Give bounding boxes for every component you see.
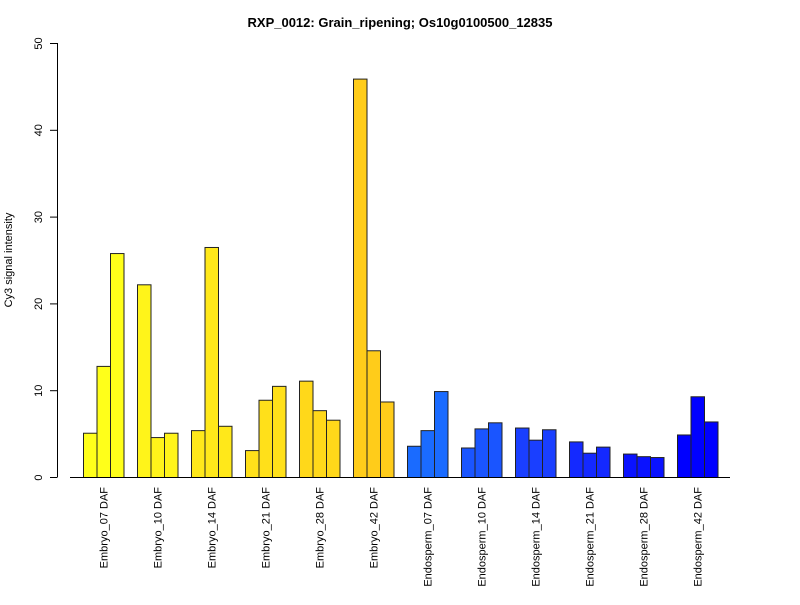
bar: [83, 432, 98, 478]
y-tick-label: 40: [33, 124, 45, 136]
bar: [150, 437, 165, 478]
bar: [704, 421, 719, 478]
y-axis-label: Cy3 signal intensity: [3, 212, 15, 307]
bar: [650, 457, 665, 479]
bar: [582, 452, 597, 479]
bar: [542, 429, 557, 479]
bar: [690, 396, 705, 478]
bar: [623, 453, 638, 478]
x-tick-label: Embryo_14 DAF: [206, 487, 218, 569]
bar: [353, 78, 368, 478]
y-tick-label: 30: [33, 211, 45, 223]
x-tick-label: Endosperm_10 DAF: [476, 487, 488, 587]
x-tick-label: Endosperm_07 DAF: [422, 487, 434, 587]
x-tick-label: Embryo_10 DAF: [152, 487, 164, 569]
bar: [137, 284, 152, 478]
bar: [461, 447, 476, 479]
bar: [96, 365, 111, 478]
bar: [528, 439, 543, 478]
bar: [434, 391, 449, 478]
bar: [420, 430, 435, 478]
x-tick-label: Embryo_28 DAF: [314, 487, 326, 569]
bar: [569, 441, 584, 478]
bar: [488, 422, 503, 479]
y-tick-label: 0: [33, 474, 45, 480]
x-tick-label: Endosperm_42 DAF: [692, 487, 704, 587]
bar: [272, 385, 287, 478]
bar: [366, 350, 381, 478]
bar: [299, 380, 314, 479]
chart-title: RXP_0012: Grain_ripening; Os10g0100500_1…: [248, 15, 553, 30]
bar: [258, 399, 273, 478]
bar: [407, 445, 422, 479]
bar: [326, 419, 341, 479]
bars: [83, 78, 719, 479]
bar: [474, 428, 489, 478]
bar: [218, 425, 233, 478]
x-tick-labels: Embryo_07 DAF Embryo_10 DAF Embryo_14 DAF E…: [98, 487, 704, 587]
y-tick-label: 50: [33, 37, 45, 49]
bar: [245, 450, 260, 479]
bar: [164, 432, 179, 478]
x-tick-label: Endosperm_14 DAF: [530, 487, 542, 587]
bar: [204, 246, 219, 478]
bar: [596, 446, 611, 478]
bar: [191, 430, 206, 478]
x-tick-label: Embryo_07 DAF: [98, 487, 110, 569]
bar: [312, 410, 327, 478]
y-tick-label: 20: [33, 298, 45, 310]
y-axis: 0 10 20 30 40 50: [33, 37, 58, 481]
bar: [636, 456, 651, 478]
bar: [110, 253, 125, 478]
x-tick-label: Embryo_21 DAF: [260, 487, 272, 569]
x-tick-label: Endosperm_28 DAF: [638, 487, 650, 587]
bar: [515, 427, 530, 478]
x-tick-label: Embryo_42 DAF: [368, 487, 380, 569]
x-tick-label: Endosperm_21 DAF: [584, 487, 596, 587]
bar: [380, 401, 395, 479]
bar: [677, 434, 692, 478]
y-tick-label: 10: [33, 385, 45, 397]
